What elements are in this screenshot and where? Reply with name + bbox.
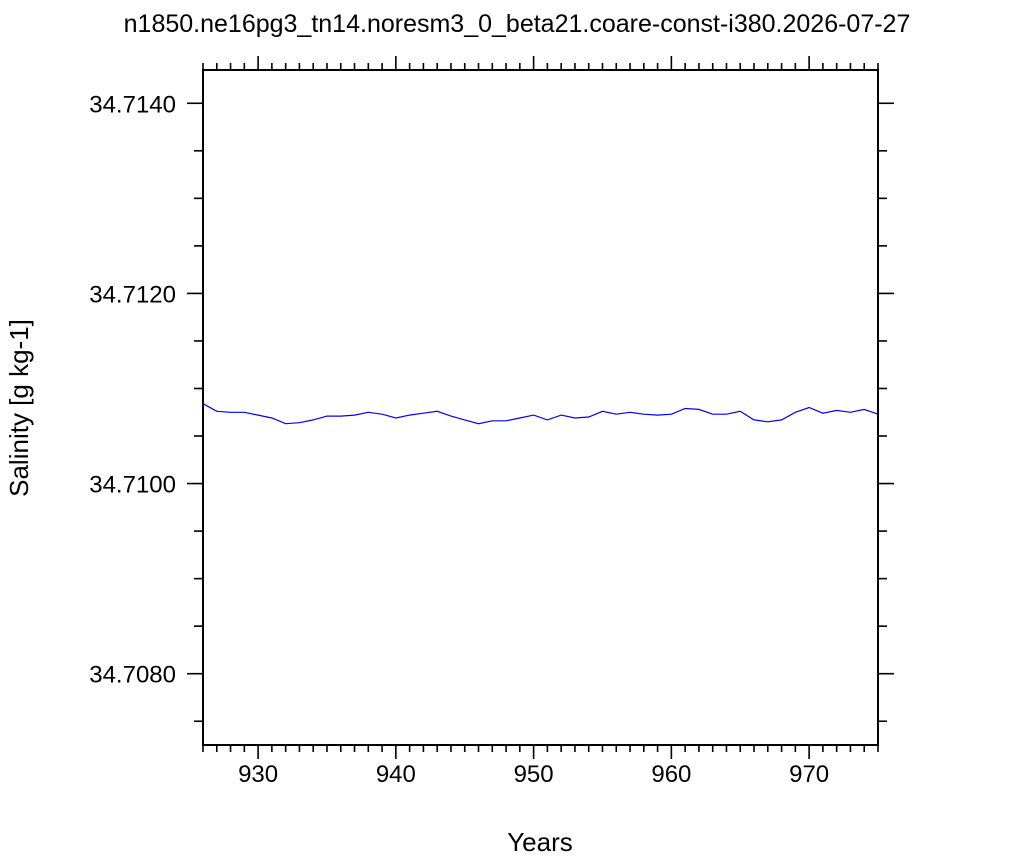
x-tick-label: 940: [376, 761, 416, 788]
y-tick-label: 34.7120: [89, 281, 176, 308]
chart-title: n1850.ne16pg3_tn14.noresm3_0_beta21.coar…: [124, 10, 911, 38]
x-tick-label: 930: [238, 761, 278, 788]
x-axis-label: Years: [507, 827, 573, 857]
x-tick-labels: 930 940 950 960 970: [238, 761, 829, 788]
y-tick-label: 34.7080: [89, 662, 176, 689]
y-tick-label: 34.7140: [89, 91, 176, 118]
x-tick-label: 950: [514, 761, 554, 788]
axis-ticks: [187, 56, 894, 759]
x-tick-label: 970: [789, 761, 829, 788]
y-tick-labels: 34.7080 34.7100 34.7120 34.7140: [89, 91, 176, 688]
x-tick-label: 960: [651, 761, 691, 788]
plot-frame: [202, 69, 879, 746]
y-axis-label: Salinity [g kg-1]: [4, 319, 34, 497]
y-tick-label: 34.7100: [89, 472, 176, 499]
salinity-series-line: [202, 403, 879, 425]
